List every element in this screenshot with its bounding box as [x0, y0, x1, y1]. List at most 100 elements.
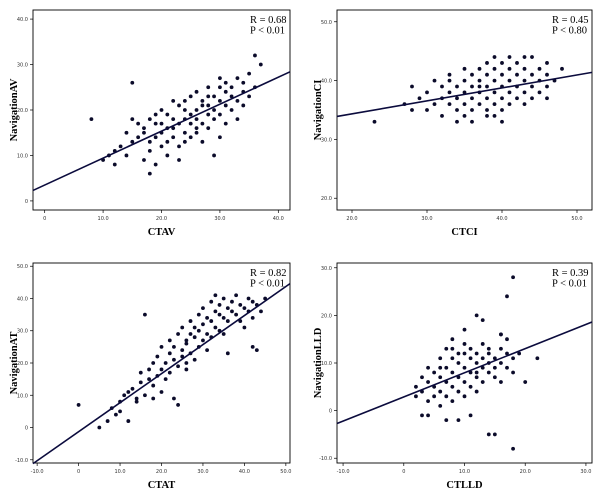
data-point: [159, 108, 164, 112]
data-point: [462, 102, 467, 107]
r-value-label: R = 0.39: [552, 268, 589, 279]
data-point: [500, 61, 504, 65]
x-tick-label: 10.0: [98, 216, 109, 222]
data-point: [225, 306, 230, 311]
data-point: [188, 319, 193, 323]
data-point: [414, 394, 418, 399]
data-point: [247, 71, 252, 76]
data-point: [200, 103, 205, 108]
data-point: [462, 90, 467, 95]
x-axis-title: CTLLD: [446, 480, 483, 491]
data-point: [151, 383, 156, 388]
data-point: [172, 357, 176, 362]
data-point: [530, 55, 534, 59]
data-point: [167, 338, 172, 343]
data-point: [522, 55, 527, 59]
p-value-label: P < 0.01: [250, 26, 285, 37]
data-point: [206, 103, 211, 108]
data-point: [147, 171, 152, 176]
x-tick-label: -10.0: [31, 469, 44, 475]
data-point: [462, 365, 467, 370]
data-point: [455, 96, 459, 101]
data-point: [194, 130, 199, 135]
data-point: [159, 367, 164, 372]
data-point: [511, 356, 515, 361]
data-point: [522, 90, 527, 95]
data-point: [212, 117, 216, 121]
data-point: [176, 364, 180, 369]
data-point: [171, 126, 176, 131]
data-point: [241, 103, 246, 108]
data-point: [426, 399, 430, 403]
data-point: [372, 119, 377, 124]
data-point: [485, 96, 489, 101]
data-point: [250, 315, 255, 320]
data-point: [126, 390, 131, 394]
data-point: [230, 309, 234, 314]
data-point: [420, 375, 424, 380]
data-point: [462, 342, 467, 346]
data-point: [530, 84, 534, 89]
data-point: [188, 332, 193, 336]
data-point: [438, 375, 443, 380]
data-point: [205, 332, 209, 336]
data-point: [167, 370, 172, 375]
data-point: [171, 117, 176, 121]
data-point: [217, 312, 222, 317]
data-point: [241, 80, 246, 85]
data-point: [470, 72, 474, 77]
data-point: [474, 389, 479, 394]
data-point: [492, 78, 497, 83]
chart-av: 0 10.0 20.0 30.0 40.0 0 10.0 20.0 30.0 40.0 R = 0.…: [9, 9, 291, 238]
data-point: [468, 413, 473, 418]
data-point: [444, 346, 449, 351]
data-point: [188, 121, 193, 126]
data-point: [450, 356, 455, 361]
data-point: [235, 117, 240, 121]
p-value-label: P < 0.01: [552, 279, 587, 290]
data-point: [447, 90, 452, 95]
data-point: [438, 365, 443, 370]
y-axis-title: NavigationLLD: [313, 327, 324, 398]
data-point: [492, 365, 497, 370]
data-point: [456, 389, 461, 394]
data-point: [180, 325, 185, 330]
plot-frame: [32, 262, 291, 464]
y-axis-title: NavigationAV: [9, 78, 20, 141]
data-point: [462, 380, 467, 384]
y-tick-label: 30.0: [17, 63, 28, 69]
data-point: [147, 149, 152, 153]
data-point: [194, 117, 199, 121]
data-point: [159, 344, 164, 349]
data-point: [515, 96, 519, 101]
data-point: [201, 338, 205, 343]
data-point: [530, 72, 534, 77]
y-tick-label: 10.0: [17, 393, 28, 399]
y-tick-label: 50.0: [17, 264, 28, 270]
data-point: [124, 130, 129, 135]
y-tick-label: 0: [25, 426, 28, 432]
data-point: [221, 296, 226, 301]
data-point: [455, 84, 459, 89]
data-point: [499, 380, 503, 384]
data-point: [188, 135, 193, 140]
data-point: [486, 432, 491, 437]
data-point: [450, 399, 455, 403]
data-point: [474, 361, 479, 365]
data-point: [462, 78, 467, 83]
data-point: [200, 139, 205, 144]
data-point: [426, 380, 430, 384]
data-point: [500, 119, 504, 124]
data-point: [184, 361, 189, 365]
data-point: [432, 394, 437, 399]
data-point: [447, 102, 452, 107]
x-tick-label: -10.0: [337, 469, 350, 475]
data-point: [213, 293, 218, 298]
p-value-label: P < 0.80: [552, 26, 587, 37]
data-point: [172, 396, 176, 401]
data-point: [217, 303, 222, 307]
data-point: [206, 85, 211, 90]
data-point: [136, 121, 141, 126]
y-tick-label: 20.0: [321, 313, 332, 319]
r-value-label: R = 0.45: [552, 15, 589, 26]
